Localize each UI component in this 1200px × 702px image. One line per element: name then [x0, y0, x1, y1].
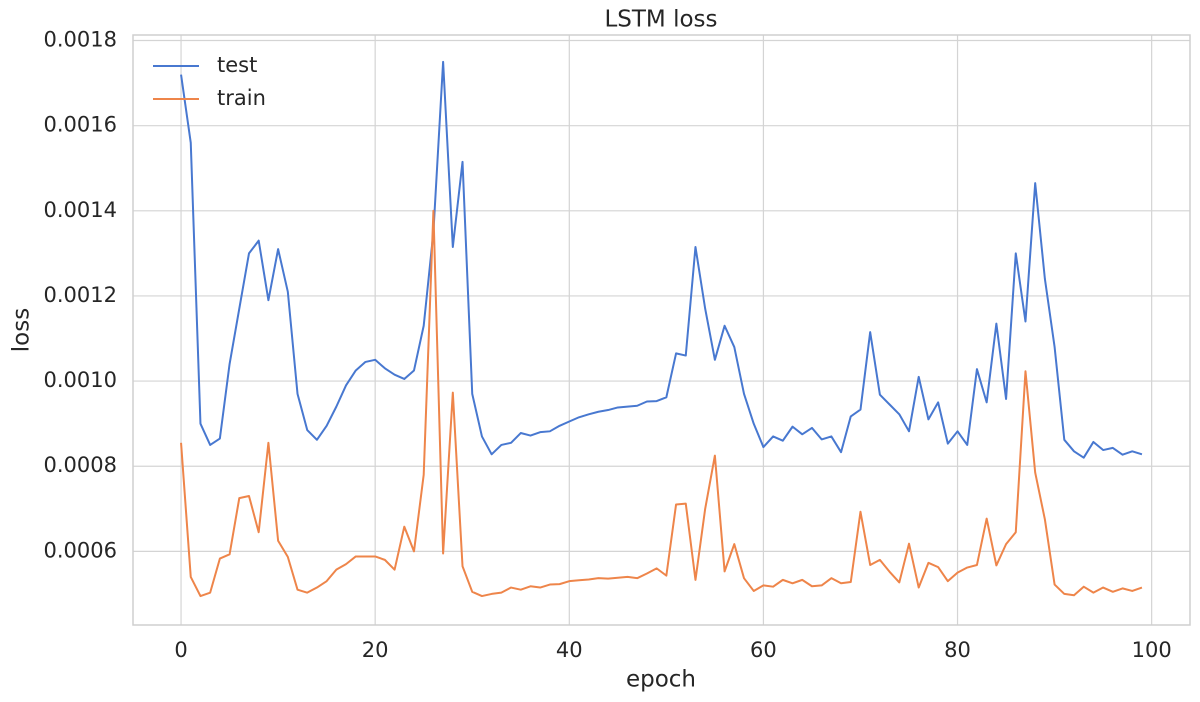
x-tick-label: 60	[750, 638, 777, 662]
x-axis-label: epoch	[626, 667, 696, 693]
plot-frame	[132, 34, 1191, 626]
y-tick-label: 0.0018	[44, 28, 117, 52]
chart-title: LSTM loss	[604, 7, 717, 33]
y-tick-label: 0.0006	[44, 538, 117, 562]
y-axis-label: loss	[9, 308, 35, 352]
y-tick-label: 0.0012	[44, 283, 117, 307]
x-tick-label: 100	[1132, 638, 1172, 662]
x-tick-label: 0	[174, 638, 187, 662]
legend-label: test	[217, 53, 257, 77]
x-tick-label: 40	[556, 638, 583, 662]
line-series	[180, 209, 1143, 598]
line-series	[180, 60, 1143, 459]
y-tick-label: 0.0008	[44, 453, 117, 477]
y-tick-label: 0.0014	[44, 198, 117, 222]
x-tick-label: 80	[944, 638, 971, 662]
x-tick-label: 20	[362, 638, 389, 662]
legend-label: train	[217, 86, 266, 110]
y-tick-label: 0.0016	[44, 113, 117, 137]
y-tick-label: 0.0010	[44, 368, 117, 392]
